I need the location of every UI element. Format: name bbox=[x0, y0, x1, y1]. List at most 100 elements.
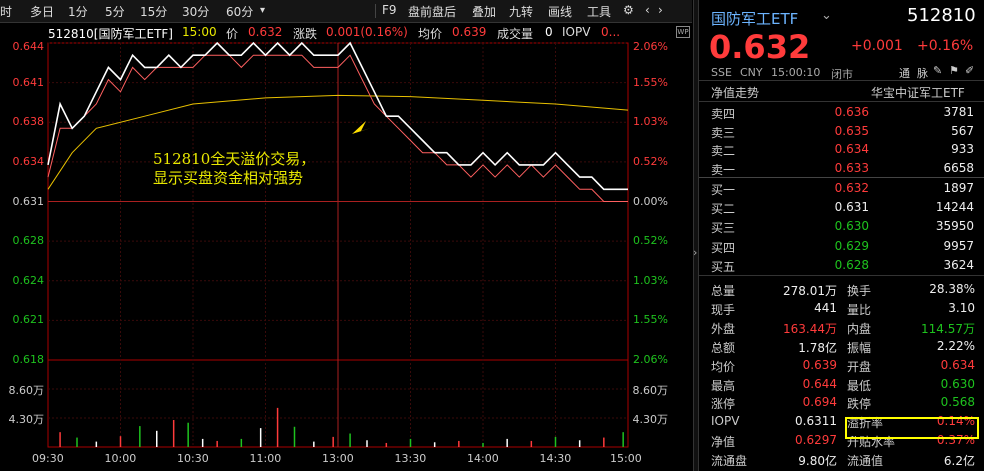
bid-volume: 9957 bbox=[943, 238, 974, 253]
tools-button[interactable]: 工具 bbox=[587, 5, 612, 19]
bid-row[interactable]: 买四 0.629 9957 bbox=[699, 237, 984, 256]
stat-label: 总额 bbox=[711, 340, 736, 355]
stat-row[interactable]: 最高 0.644 最低 0.630 bbox=[699, 375, 984, 394]
y-tick-left: 0.634 bbox=[12, 154, 45, 168]
bid-volume: 1897 bbox=[943, 181, 974, 195]
stat-value: 0.644 bbox=[802, 376, 837, 391]
intraday-chart[interactable] bbox=[0, 0, 692, 471]
panel-exchange: SSE bbox=[711, 66, 732, 79]
price-value: 0.632 bbox=[248, 25, 283, 39]
ask-label: 卖四 bbox=[711, 107, 736, 121]
stat-value: 0.568 bbox=[940, 395, 975, 410]
bid-row[interactable]: 买一 0.632 1897 bbox=[699, 179, 984, 198]
premium-highlight-box bbox=[845, 417, 979, 439]
y-tick-left: 0.638 bbox=[12, 115, 45, 129]
panel-price: 0.632 bbox=[709, 28, 811, 66]
bid-price: 0.632 bbox=[834, 181, 869, 195]
bid-row[interactable]: 买三 0.630 35950 bbox=[699, 217, 984, 236]
panel-divider[interactable] bbox=[693, 0, 699, 471]
y-tick-left: 0.621 bbox=[12, 313, 45, 327]
bid-label: 买五 bbox=[711, 259, 736, 274]
ask-row[interactable]: 卖一 0.633 6658 bbox=[699, 159, 984, 178]
stat-value: 0.630 bbox=[940, 376, 975, 391]
overlay-button[interactable]: 叠加 bbox=[472, 5, 497, 19]
stat-label: 跌停 bbox=[847, 397, 872, 412]
scroll-left-icon[interactable]: ‹ bbox=[645, 3, 650, 17]
tab-intraday[interactable]: 时 bbox=[0, 5, 13, 19]
stat-label: 换手 bbox=[847, 284, 872, 298]
stat-row[interactable]: 涨停 0.694 跌停 0.568 bbox=[699, 393, 984, 412]
x-tick: 14:00 bbox=[467, 452, 499, 465]
ask-label: 卖一 bbox=[711, 162, 736, 177]
annotation-line-2: 显示买盘资金相对强势 bbox=[153, 169, 304, 187]
tab-5min[interactable]: 5分 bbox=[105, 5, 125, 19]
annotation-line-1: 512810全天溢价交易， bbox=[153, 150, 316, 168]
info-time: 15:00 bbox=[182, 25, 217, 39]
y-tick-right: 1.03% bbox=[633, 115, 668, 129]
ask-row[interactable]: 卖四 0.636 3781 bbox=[699, 103, 984, 122]
panel-change: +0.001 bbox=[851, 38, 903, 54]
y-tick-right: 1.03% bbox=[633, 273, 668, 287]
pencil-icon[interactable]: ✐ bbox=[965, 64, 975, 77]
tool-mai[interactable]: 脉 bbox=[917, 67, 928, 80]
stat-row[interactable]: 均价 0.639 开盘 0.634 bbox=[699, 356, 984, 375]
y-tick-right: 0.00% bbox=[633, 194, 668, 208]
stat-row[interactable]: 总量 278.01万 换手 28.38% bbox=[699, 280, 984, 299]
stat-value: 0.634 bbox=[940, 357, 975, 372]
tab-60min[interactable]: 60分 bbox=[226, 5, 254, 19]
ask-price: 0.635 bbox=[834, 123, 869, 138]
volume-value: 0 bbox=[545, 25, 553, 39]
scroll-right-icon[interactable]: › bbox=[658, 3, 663, 17]
panel-title-chevron-icon[interactable]: ⌄ bbox=[821, 8, 832, 23]
f9-button[interactable]: F9 bbox=[382, 3, 397, 17]
bid-volume: 14244 bbox=[935, 200, 974, 215]
tab-15min[interactable]: 15分 bbox=[140, 5, 168, 19]
chevron-down-icon[interactable]: ▾ bbox=[260, 5, 266, 16]
stat-value: 114.57万 bbox=[921, 321, 975, 336]
ask-row[interactable]: 卖二 0.634 933 bbox=[699, 140, 984, 159]
nine-turn-button[interactable]: 九转 bbox=[509, 5, 534, 19]
window-mode-icon[interactable]: WP bbox=[676, 26, 690, 38]
stat-value: 3.10 bbox=[948, 300, 975, 315]
stat-value: 6.2亿 bbox=[943, 454, 975, 469]
x-tick: 10:30 bbox=[177, 452, 209, 465]
bid-row[interactable]: 买五 0.628 3624 bbox=[699, 256, 984, 275]
stat-value: 2.22% bbox=[936, 338, 975, 353]
stat-row[interactable]: 现手 441 量比 3.10 bbox=[699, 299, 984, 318]
annotation-arrow-icon bbox=[352, 121, 371, 134]
panel-time: 15:00:10 bbox=[771, 66, 821, 79]
period-toolbar: 时 多日 1分 5分 15分 30分 60分 ▾ F9 盘前盘后 叠加 九转 画… bbox=[0, 0, 692, 38]
tab-30min[interactable]: 30分 bbox=[182, 5, 210, 19]
stat-value: 0.6311 bbox=[795, 414, 837, 429]
stat-row[interactable]: 总额 1.78亿 振幅 2.22% bbox=[699, 337, 984, 356]
tab-1min[interactable]: 1分 bbox=[68, 5, 88, 19]
y-tick-left: 0.631 bbox=[12, 194, 45, 208]
stat-row[interactable]: 净值 0.6297 升贴水率 0.37% bbox=[699, 431, 984, 450]
x-tick: 14:30 bbox=[539, 452, 572, 465]
y-tick-right: 1.55% bbox=[633, 313, 668, 327]
panel-currency: CNY bbox=[740, 66, 763, 79]
stat-label: 内盘 bbox=[847, 321, 872, 336]
collapse-panel-icon[interactable]: › bbox=[693, 246, 698, 259]
premarket-button[interactable]: 盘前盘后 bbox=[408, 5, 457, 19]
bid-row[interactable]: 买二 0.631 14244 bbox=[699, 198, 984, 217]
ask-price: 0.636 bbox=[834, 105, 869, 119]
edit-icon[interactable]: ✎ bbox=[933, 64, 943, 77]
ask-row[interactable]: 卖三 0.635 567 bbox=[699, 122, 984, 141]
tab-multi-day[interactable]: 多日 bbox=[30, 5, 55, 19]
volume-tick-left: 4.30万 bbox=[8, 413, 45, 426]
x-tick: 10:00 bbox=[104, 452, 137, 465]
bell-icon[interactable]: ⚑ bbox=[949, 64, 959, 77]
stat-row[interactable]: 流通盘 9.80亿 流通值 6.2亿 bbox=[699, 450, 984, 469]
tool-tong[interactable]: 通 bbox=[899, 67, 910, 80]
stat-row[interactable]: 外盘 163.44万 内盘 114.57万 bbox=[699, 318, 984, 337]
stat-value: 278.01万 bbox=[783, 284, 837, 298]
stat-label: 最高 bbox=[711, 378, 736, 393]
nav-trend-link[interactable]: 净值走势 bbox=[711, 86, 760, 100]
gear-icon[interactable]: ⚙ bbox=[623, 3, 634, 17]
price-label: 价 bbox=[226, 27, 239, 41]
volume-tick-right: 8.60万 bbox=[632, 384, 669, 397]
stat-row[interactable]: IOPV 0.6311 溢折率 0.14% bbox=[699, 412, 984, 431]
volume-tick-left: 8.60万 bbox=[8, 384, 45, 397]
draw-line-button[interactable]: 画线 bbox=[548, 5, 573, 19]
